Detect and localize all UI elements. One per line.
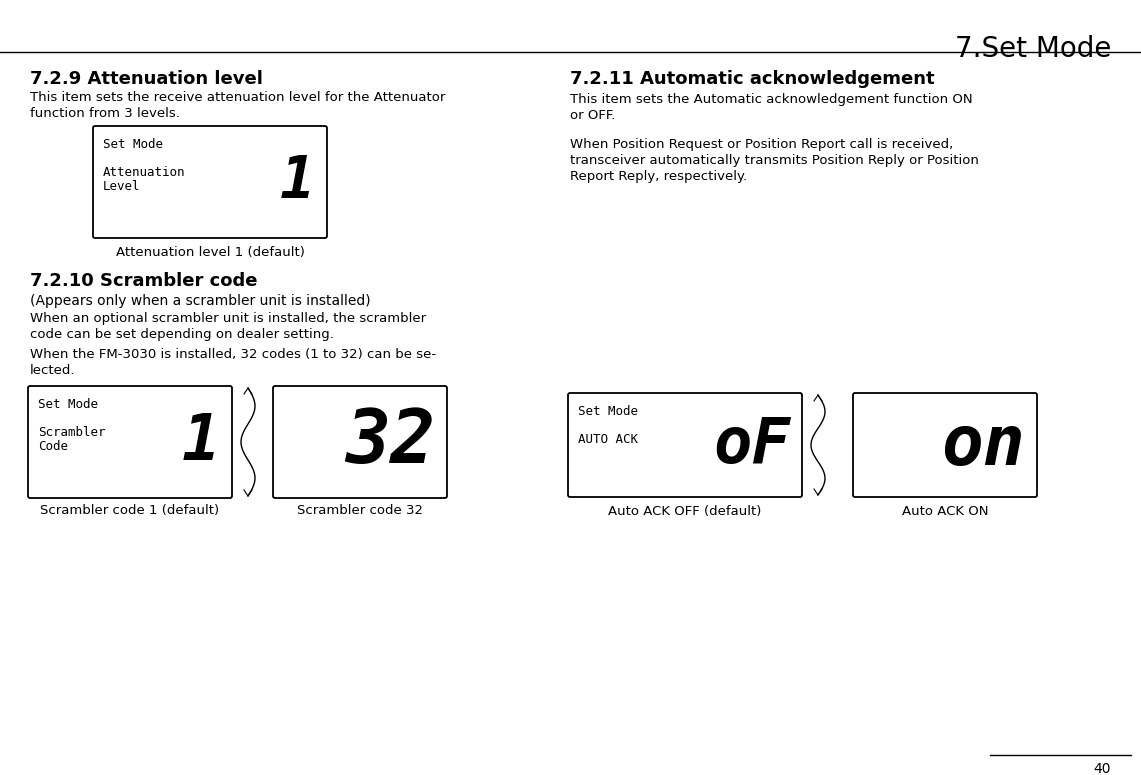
FancyBboxPatch shape (29, 386, 232, 498)
FancyBboxPatch shape (273, 386, 447, 498)
FancyBboxPatch shape (853, 393, 1037, 497)
Text: 7.2.9 Attenuation level: 7.2.9 Attenuation level (30, 70, 262, 88)
Text: When an optional scrambler unit is installed, the scrambler: When an optional scrambler unit is insta… (30, 312, 426, 325)
Text: AUTO ACK: AUTO ACK (578, 433, 638, 446)
Text: Set Mode: Set Mode (103, 138, 163, 151)
Text: 7.2.11 Automatic acknowledgement: 7.2.11 Automatic acknowledgement (570, 70, 934, 88)
Text: Scrambler code 1 (default): Scrambler code 1 (default) (40, 504, 219, 517)
Text: function from 3 levels.: function from 3 levels. (30, 107, 180, 120)
Text: 7.Set Mode: 7.Set Mode (955, 35, 1111, 63)
Text: This item sets the receive attenuation level for the Attenuator: This item sets the receive attenuation l… (30, 91, 445, 104)
Text: Code: Code (38, 440, 68, 453)
Text: When the FM-3030 is installed, 32 codes (1 to 32) can be se-: When the FM-3030 is installed, 32 codes … (30, 348, 436, 361)
Text: code can be set depending on dealer setting.: code can be set depending on dealer sett… (30, 328, 334, 341)
Text: Auto ACK OFF (default): Auto ACK OFF (default) (608, 505, 762, 518)
Text: When Position Request or Position Report call is received,: When Position Request or Position Report… (570, 138, 953, 151)
Text: Attenuation: Attenuation (103, 166, 186, 179)
Text: 32: 32 (345, 405, 435, 478)
Text: on: on (941, 412, 1025, 478)
FancyBboxPatch shape (568, 393, 802, 497)
Text: This item sets the Automatic acknowledgement function ON: This item sets the Automatic acknowledge… (570, 93, 972, 106)
Text: Level: Level (103, 180, 140, 193)
Text: 1: 1 (280, 153, 315, 211)
Text: Scrambler code 32: Scrambler code 32 (297, 504, 423, 517)
Text: (Appears only when a scrambler unit is installed): (Appears only when a scrambler unit is i… (30, 294, 371, 308)
Text: 40: 40 (1093, 762, 1111, 775)
Text: Scrambler: Scrambler (38, 426, 105, 439)
Text: transceiver automatically transmits Position Reply or Position: transceiver automatically transmits Posi… (570, 154, 979, 167)
Text: 1: 1 (181, 411, 220, 473)
Text: Set Mode: Set Mode (38, 398, 98, 411)
Text: oF: oF (713, 414, 790, 476)
Text: lected.: lected. (30, 364, 75, 377)
Text: or OFF.: or OFF. (570, 109, 615, 122)
Text: 7.2.10 Scrambler code: 7.2.10 Scrambler code (30, 272, 258, 290)
Text: Report Reply, respectively.: Report Reply, respectively. (570, 170, 747, 183)
Text: Auto ACK ON: Auto ACK ON (901, 505, 988, 518)
Text: Set Mode: Set Mode (578, 405, 638, 418)
FancyBboxPatch shape (94, 126, 327, 238)
Text: Attenuation level 1 (default): Attenuation level 1 (default) (115, 246, 305, 259)
